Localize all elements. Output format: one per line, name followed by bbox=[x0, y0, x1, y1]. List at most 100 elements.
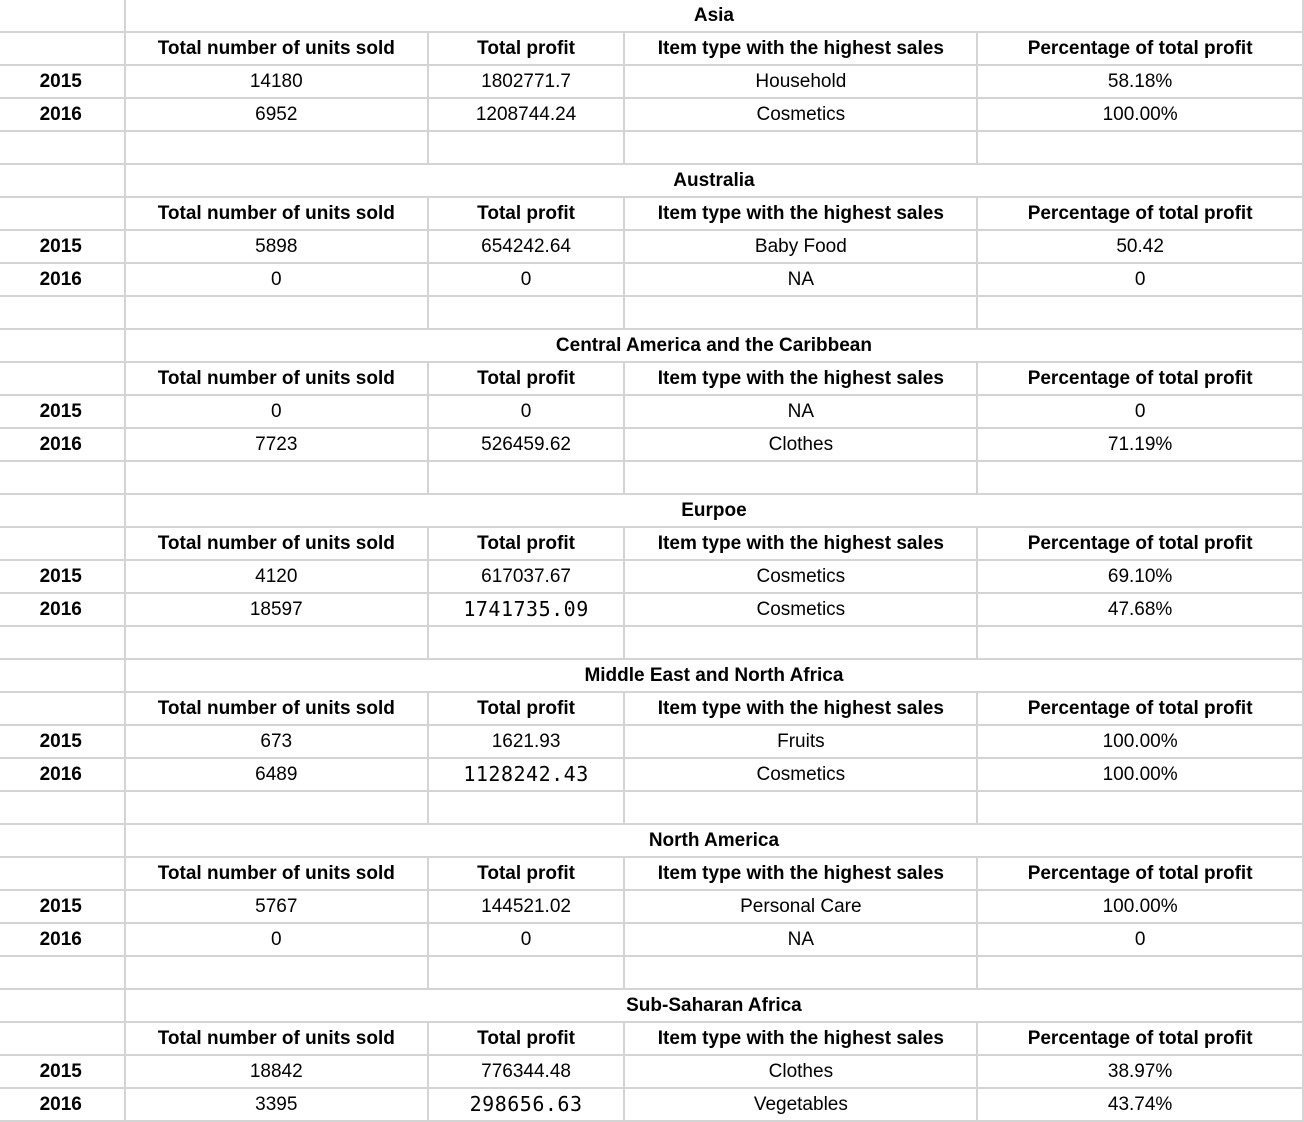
header-units-sold[interactable]: Total number of units sold bbox=[124, 1022, 429, 1056]
year-label[interactable]: 2016 bbox=[0, 428, 126, 462]
item-type-cell[interactable]: Cosmetics bbox=[624, 560, 979, 594]
units-sold-cell[interactable]: 673 bbox=[124, 725, 429, 759]
header-item-type[interactable]: Item type with the highest sales bbox=[624, 362, 979, 396]
total-profit-cell[interactable]: 654242.64 bbox=[427, 230, 626, 264]
item-type-cell[interactable]: Clothes bbox=[624, 1055, 979, 1089]
units-sold-cell[interactable]: 0 bbox=[124, 923, 429, 957]
units-sold-cell[interactable]: 4120 bbox=[124, 560, 429, 594]
total-profit-cell[interactable]: 0 bbox=[427, 395, 626, 429]
empty-cell[interactable] bbox=[624, 461, 979, 495]
empty-cell[interactable] bbox=[0, 956, 126, 990]
empty-cell[interactable] bbox=[0, 494, 126, 528]
percent-profit-cell[interactable]: 38.97% bbox=[977, 1055, 1304, 1089]
header-units-sold[interactable]: Total number of units sold bbox=[124, 362, 429, 396]
empty-cell[interactable] bbox=[124, 626, 429, 660]
empty-cell[interactable] bbox=[0, 296, 126, 330]
header-item-type[interactable]: Item type with the highest sales bbox=[624, 32, 979, 66]
empty-cell[interactable] bbox=[977, 626, 1304, 660]
percent-profit-cell[interactable]: 50.42 bbox=[977, 230, 1304, 264]
year-label[interactable]: 2016 bbox=[0, 758, 126, 792]
empty-cell[interactable] bbox=[0, 824, 126, 858]
percent-profit-cell[interactable]: 0 bbox=[977, 263, 1304, 297]
header-units-sold[interactable]: Total number of units sold bbox=[124, 527, 429, 561]
empty-cell[interactable] bbox=[624, 626, 979, 660]
year-label[interactable]: 2015 bbox=[0, 395, 126, 429]
total-profit-cell[interactable]: 1802771.7 bbox=[427, 65, 626, 99]
empty-cell[interactable] bbox=[977, 791, 1304, 825]
empty-cell[interactable] bbox=[0, 32, 126, 66]
empty-cell[interactable] bbox=[0, 329, 126, 363]
header-percent-profit[interactable]: Percentage of total profit bbox=[977, 527, 1304, 561]
header-total-profit[interactable]: Total profit bbox=[427, 362, 626, 396]
total-profit-cell[interactable]: 1621.93 bbox=[427, 725, 626, 759]
total-profit-cell[interactable]: 617037.67 bbox=[427, 560, 626, 594]
empty-cell[interactable] bbox=[0, 0, 126, 33]
units-sold-cell[interactable]: 0 bbox=[124, 263, 429, 297]
header-total-profit[interactable]: Total profit bbox=[427, 692, 626, 726]
units-sold-cell[interactable]: 5898 bbox=[124, 230, 429, 264]
empty-cell[interactable] bbox=[427, 956, 626, 990]
header-units-sold[interactable]: Total number of units sold bbox=[124, 857, 429, 891]
empty-cell[interactable] bbox=[0, 362, 126, 396]
header-percent-profit[interactable]: Percentage of total profit bbox=[977, 857, 1304, 891]
header-item-type[interactable]: Item type with the highest sales bbox=[624, 197, 979, 231]
empty-cell[interactable] bbox=[0, 1022, 126, 1056]
percent-profit-cell[interactable]: 100.00% bbox=[977, 98, 1304, 132]
percent-profit-cell[interactable]: 58.18% bbox=[977, 65, 1304, 99]
item-type-cell[interactable]: NA bbox=[624, 923, 979, 957]
total-profit-cell[interactable]: 0 bbox=[427, 263, 626, 297]
total-profit-cell[interactable]: 526459.62 bbox=[427, 428, 626, 462]
header-item-type[interactable]: Item type with the highest sales bbox=[624, 692, 979, 726]
header-percent-profit[interactable]: Percentage of total profit bbox=[977, 32, 1304, 66]
year-label[interactable]: 2015 bbox=[0, 65, 126, 99]
percent-profit-cell[interactable]: 100.00% bbox=[977, 725, 1304, 759]
units-sold-cell[interactable]: 6489 bbox=[124, 758, 429, 792]
percent-profit-cell[interactable]: 0 bbox=[977, 923, 1304, 957]
region-title[interactable]: North America bbox=[124, 824, 1304, 858]
header-total-profit[interactable]: Total profit bbox=[427, 857, 626, 891]
empty-cell[interactable] bbox=[977, 956, 1304, 990]
region-title[interactable]: Eurpoe bbox=[124, 494, 1304, 528]
header-total-profit[interactable]: Total profit bbox=[427, 527, 626, 561]
percent-profit-cell[interactable]: 69.10% bbox=[977, 560, 1304, 594]
units-sold-cell[interactable]: 0 bbox=[124, 395, 429, 429]
header-units-sold[interactable]: Total number of units sold bbox=[124, 32, 429, 66]
year-label[interactable]: 2015 bbox=[0, 560, 126, 594]
empty-cell[interactable] bbox=[0, 527, 126, 561]
item-type-cell[interactable]: Cosmetics bbox=[624, 758, 979, 792]
empty-cell[interactable] bbox=[624, 131, 979, 165]
empty-cell[interactable] bbox=[427, 791, 626, 825]
units-sold-cell[interactable]: 14180 bbox=[124, 65, 429, 99]
empty-cell[interactable] bbox=[124, 791, 429, 825]
region-title[interactable]: Sub-Saharan Africa bbox=[124, 989, 1304, 1023]
empty-cell[interactable] bbox=[124, 956, 429, 990]
item-type-cell[interactable]: Cosmetics bbox=[624, 98, 979, 132]
empty-cell[interactable] bbox=[977, 296, 1304, 330]
item-type-cell[interactable]: NA bbox=[624, 395, 979, 429]
empty-cell[interactable] bbox=[427, 461, 626, 495]
header-total-profit[interactable]: Total profit bbox=[427, 32, 626, 66]
year-label[interactable]: 2016 bbox=[0, 98, 126, 132]
region-title[interactable]: Asia bbox=[124, 0, 1304, 33]
region-title[interactable]: Australia bbox=[124, 164, 1304, 198]
empty-cell[interactable] bbox=[124, 461, 429, 495]
empty-cell[interactable] bbox=[0, 659, 126, 693]
header-item-type[interactable]: Item type with the highest sales bbox=[624, 1022, 979, 1056]
units-sold-cell[interactable]: 18842 bbox=[124, 1055, 429, 1089]
header-item-type[interactable]: Item type with the highest sales bbox=[624, 527, 979, 561]
header-percent-profit[interactable]: Percentage of total profit bbox=[977, 1022, 1304, 1056]
empty-cell[interactable] bbox=[0, 164, 126, 198]
header-total-profit[interactable]: Total profit bbox=[427, 1022, 626, 1056]
empty-cell[interactable] bbox=[0, 197, 126, 231]
percent-profit-cell[interactable]: 0 bbox=[977, 395, 1304, 429]
units-sold-cell[interactable]: 5767 bbox=[124, 890, 429, 924]
total-profit-cell[interactable]: 298656.63 bbox=[427, 1088, 626, 1122]
empty-cell[interactable] bbox=[427, 296, 626, 330]
header-percent-profit[interactable]: Percentage of total profit bbox=[977, 362, 1304, 396]
item-type-cell[interactable]: Cosmetics bbox=[624, 593, 979, 627]
item-type-cell[interactable]: Clothes bbox=[624, 428, 979, 462]
percent-profit-cell[interactable]: 100.00% bbox=[977, 758, 1304, 792]
empty-cell[interactable] bbox=[0, 857, 126, 891]
region-title[interactable]: Middle East and North Africa bbox=[124, 659, 1304, 693]
year-label[interactable]: 2015 bbox=[0, 890, 126, 924]
